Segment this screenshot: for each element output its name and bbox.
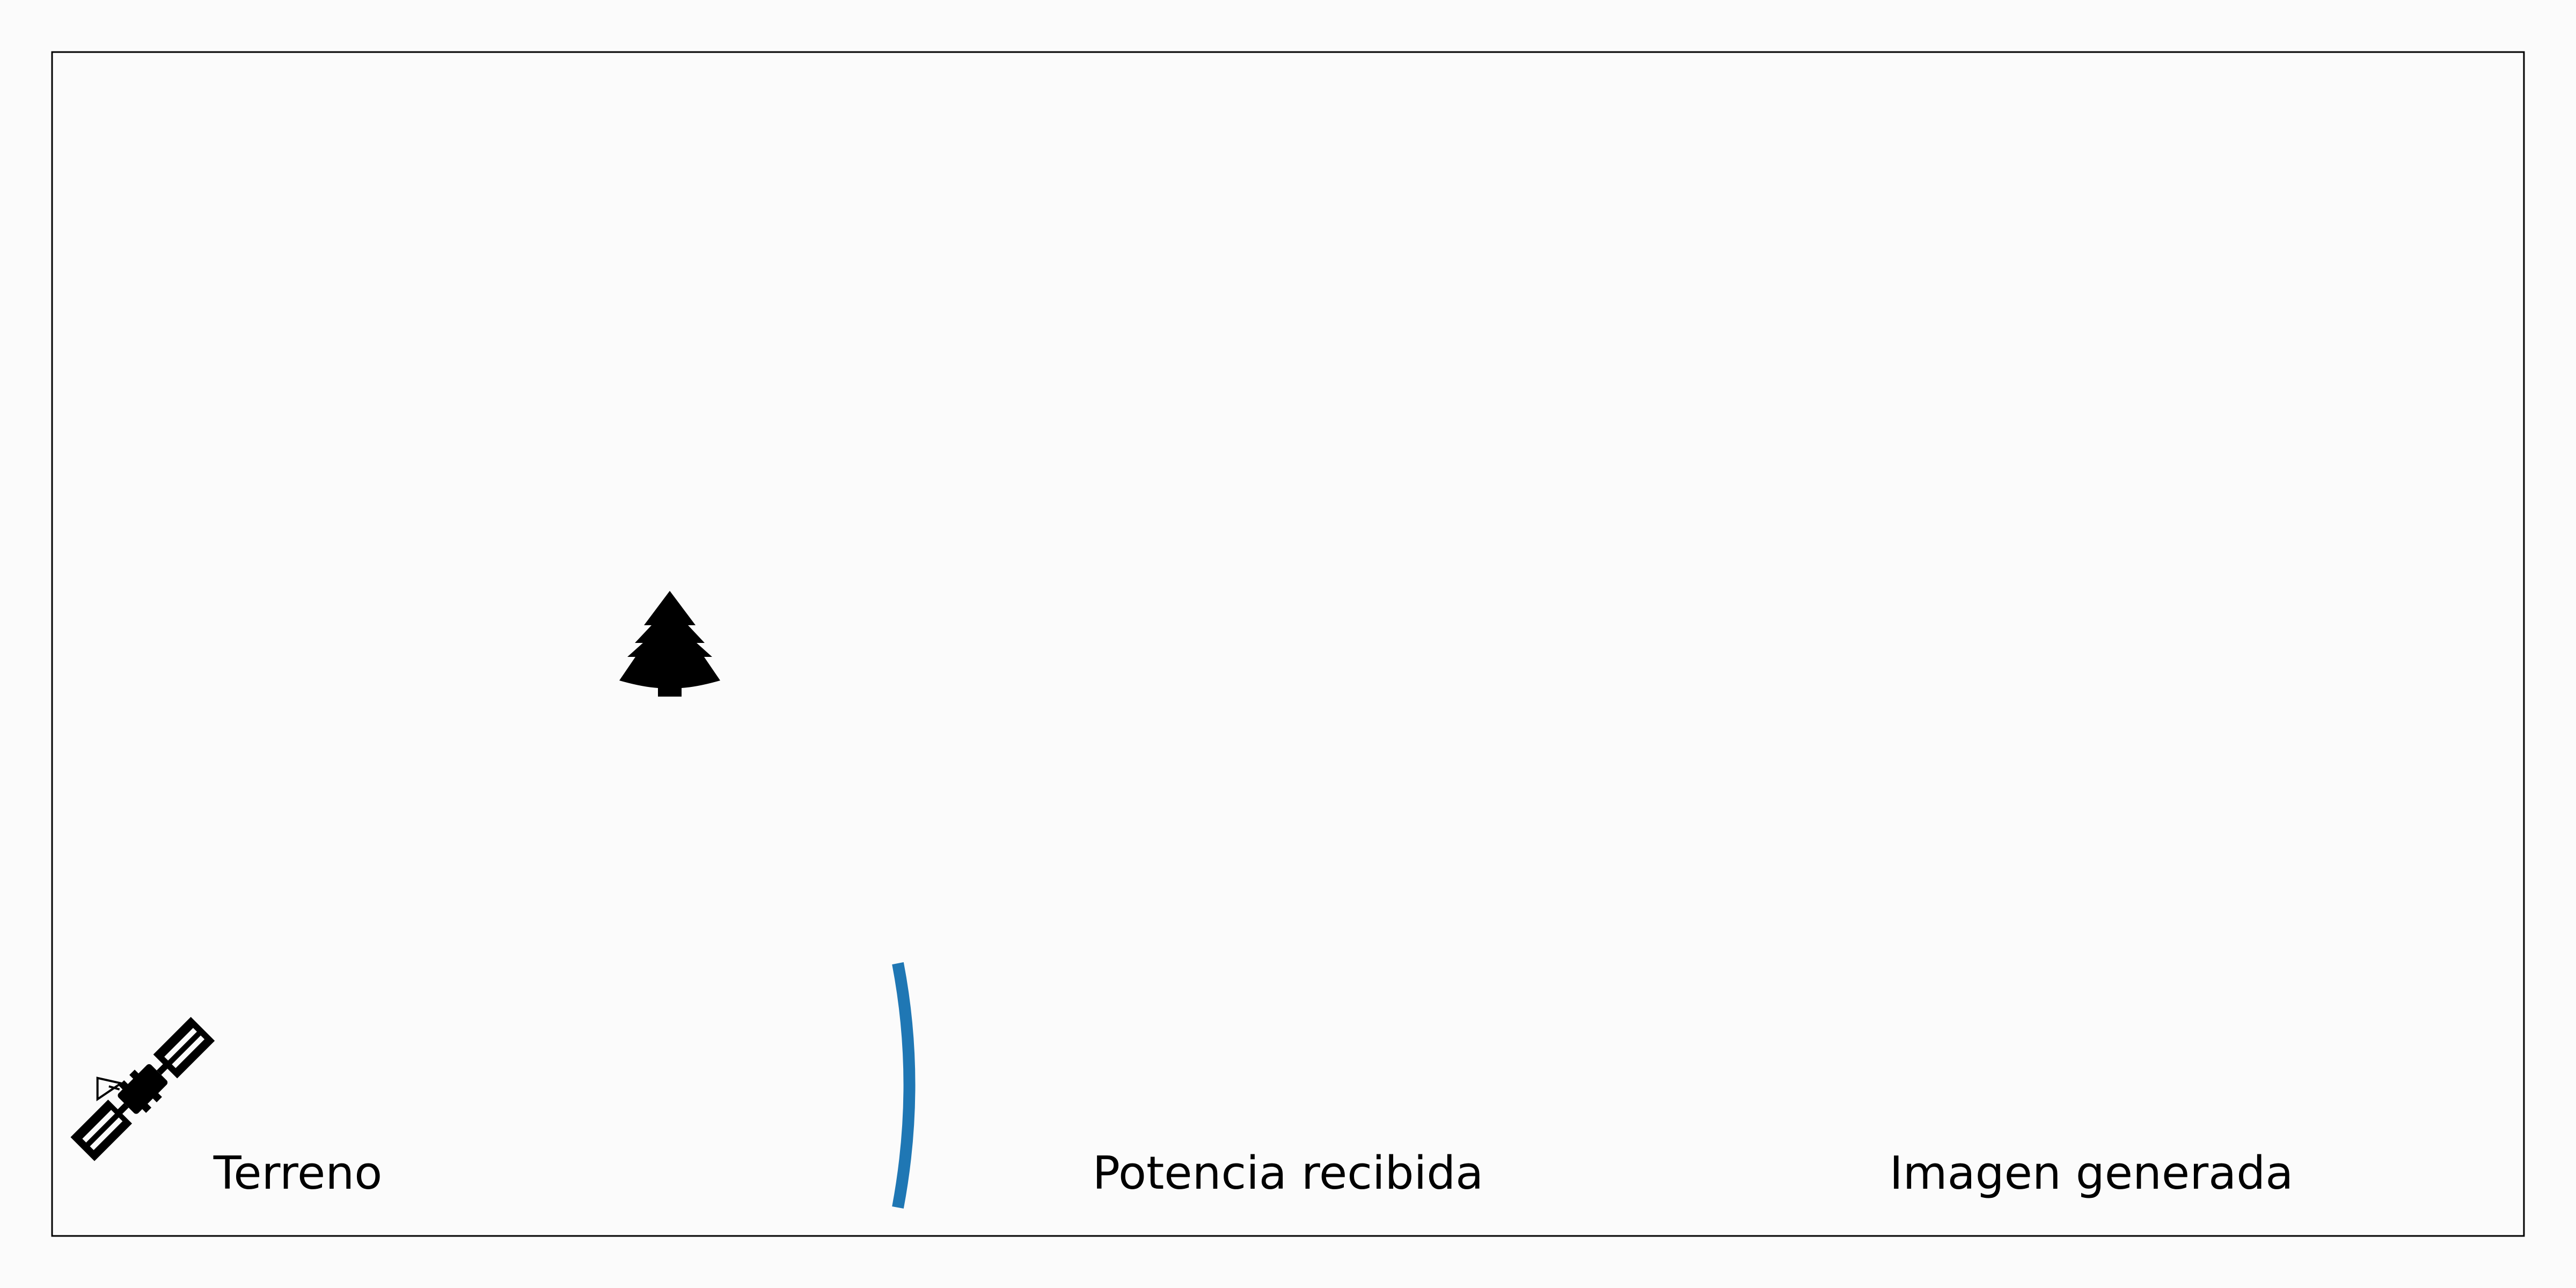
generated-image-label: Imagen generada: [1890, 1147, 2294, 1200]
frame-border: [51, 51, 2525, 1237]
received-power-label: Potencia recibida: [1093, 1147, 1484, 1200]
tree-icon: [619, 591, 720, 697]
satellite-icon: [70, 1016, 215, 1161]
terrain-label: Terreno: [213, 1147, 382, 1200]
received-power-arc: [892, 962, 916, 1209]
